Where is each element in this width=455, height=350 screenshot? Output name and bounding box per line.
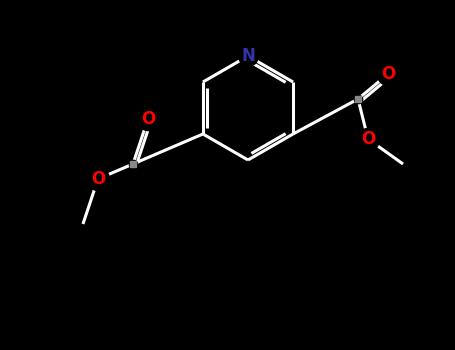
Text: O: O [361, 130, 375, 148]
Text: N: N [241, 47, 255, 65]
Text: O: O [91, 170, 105, 188]
Text: O: O [141, 110, 155, 128]
Text: O: O [381, 65, 395, 83]
